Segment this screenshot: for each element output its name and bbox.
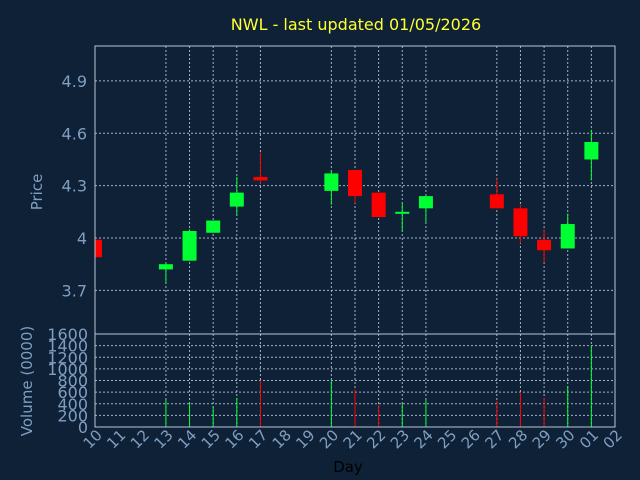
candle-body bbox=[348, 169, 362, 197]
volume-tick-label: 1600 bbox=[47, 325, 88, 344]
candle-body bbox=[95, 239, 102, 258]
x-tick-label: 22 bbox=[363, 426, 389, 452]
x-tick-label: 23 bbox=[387, 426, 413, 452]
price-tick-label: 4.6 bbox=[62, 124, 87, 143]
volume-panel-frame bbox=[94, 333, 616, 428]
x-tick-label: 25 bbox=[434, 426, 460, 452]
price-tick-labels: 3.7 4 4.3 4.6 4.9 bbox=[62, 72, 87, 300]
chart-title: NWL - last updated 01/05/2026 bbox=[231, 15, 481, 34]
x-tick-label: 20 bbox=[316, 426, 342, 452]
price-tick-label: 4.9 bbox=[62, 72, 87, 91]
volume-tick-label: 1400 bbox=[47, 337, 88, 356]
x-tick-label: 12 bbox=[127, 426, 153, 452]
candle-body bbox=[560, 224, 575, 249]
candle-body bbox=[537, 239, 552, 251]
volume-tick-label: 200 bbox=[57, 406, 88, 425]
volume-tick-label: 800 bbox=[57, 372, 88, 391]
x-tick-label: 02 bbox=[600, 426, 626, 452]
volume-tick-label: 1000 bbox=[47, 360, 88, 379]
candle-body bbox=[324, 173, 339, 191]
volume-tick-label: 400 bbox=[57, 395, 88, 414]
volume-axis-label: Volume (0000) bbox=[18, 326, 36, 436]
x-tick-label: 18 bbox=[269, 426, 295, 452]
volume-tick-label: 0 bbox=[78, 418, 88, 437]
price-axis-label: Price bbox=[28, 174, 46, 211]
x-tick-label: 27 bbox=[481, 426, 507, 452]
candle-body bbox=[371, 192, 386, 218]
x-tick-label: 16 bbox=[221, 426, 247, 452]
x-tick-label: 28 bbox=[505, 426, 531, 452]
x-tick-label: 01 bbox=[576, 426, 602, 452]
price-tick-label: 4 bbox=[77, 229, 87, 248]
x-tick-label: 26 bbox=[458, 426, 484, 452]
candle-body bbox=[253, 176, 268, 181]
candle-body bbox=[489, 194, 504, 209]
price-tick-label: 3.7 bbox=[62, 281, 87, 300]
candle-body bbox=[206, 220, 221, 233]
x-tick-label: 29 bbox=[529, 426, 555, 452]
candle-body bbox=[418, 196, 433, 209]
x-tick-label: 19 bbox=[292, 426, 318, 452]
volume-bars bbox=[165, 345, 592, 427]
x-tick-label: 13 bbox=[151, 426, 177, 452]
x-tick-label: 14 bbox=[174, 426, 200, 452]
x-tick-label: 30 bbox=[552, 426, 578, 452]
x-tick-labels: 1011121314151617181920212223242526272829… bbox=[80, 426, 626, 452]
x-tick-label: 15 bbox=[198, 426, 224, 452]
candle-body bbox=[395, 211, 410, 214]
x-axis-label: Day bbox=[333, 458, 363, 476]
candle-body bbox=[513, 208, 528, 237]
candle-body bbox=[584, 142, 599, 160]
candle-body bbox=[182, 231, 197, 261]
x-tick-label: 21 bbox=[340, 426, 366, 452]
price-tick-label: 4.3 bbox=[62, 177, 87, 196]
x-tick-label: 11 bbox=[103, 426, 129, 452]
candle-body bbox=[229, 192, 244, 207]
volume-tick-label: 1200 bbox=[47, 348, 88, 367]
x-tick-label: 17 bbox=[245, 426, 271, 452]
volume-tick-label: 600 bbox=[57, 383, 88, 402]
candles bbox=[94, 129, 599, 284]
x-tick-label: 24 bbox=[411, 426, 437, 452]
candle-body bbox=[158, 264, 173, 270]
